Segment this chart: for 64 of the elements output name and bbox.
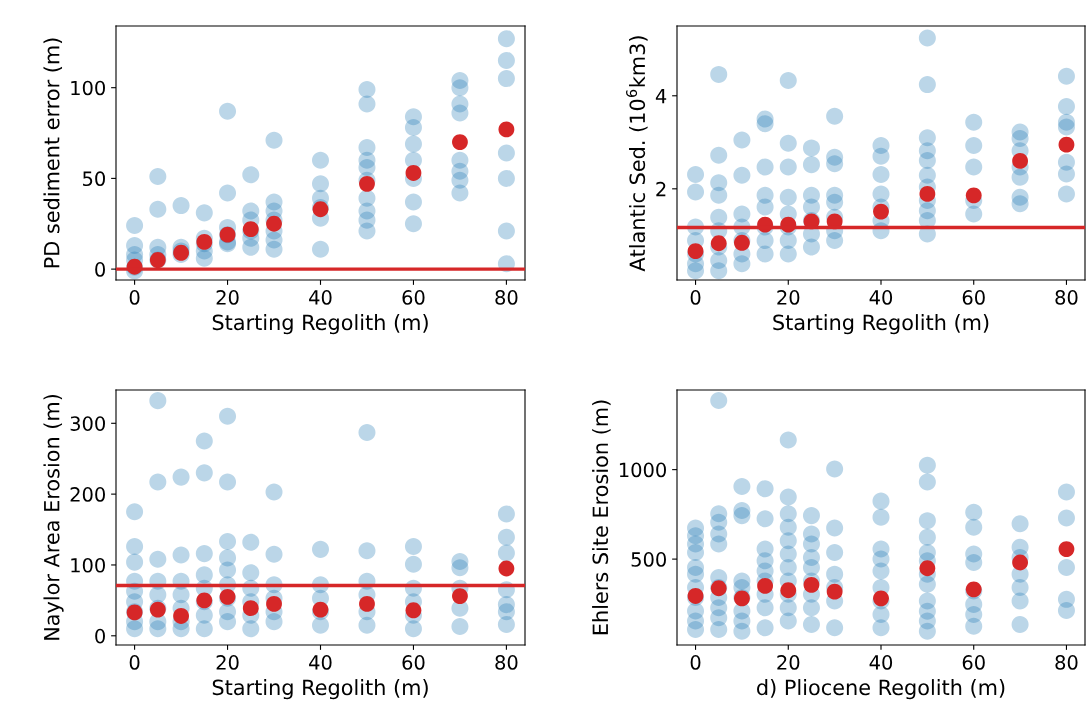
point [405, 602, 422, 619]
y-tick-label: 300 [70, 416, 105, 431]
x-axis-title: Starting Regolith (m) [773, 314, 989, 335]
point [1012, 554, 1029, 571]
point [919, 186, 936, 202]
point [266, 215, 282, 232]
point [965, 187, 982, 204]
point [452, 588, 468, 605]
point [405, 165, 422, 181]
point [757, 578, 774, 594]
y-tick-label: 500 [631, 552, 666, 567]
y-axis-title: Naylor Area Erosion (m) [43, 394, 64, 640]
x-tick-label: 0 [129, 655, 140, 670]
y-tick-label: 4 [655, 88, 667, 104]
y-tick-label: 2 [656, 181, 666, 197]
x-tick-label: 60 [402, 290, 425, 305]
x-tick-label: 60 [962, 290, 985, 305]
point [452, 134, 468, 151]
x-tick-label: 60 [962, 655, 985, 670]
y-tick-label: 0 [95, 628, 105, 644]
point [780, 582, 797, 599]
x-tick-label: 80 [495, 290, 518, 305]
x-tick-label: 80 [495, 655, 518, 670]
y-axis-title: Ehlers Site Erosion (m) [592, 400, 611, 635]
point [242, 600, 259, 617]
x-tick-label: 80 [1055, 290, 1078, 305]
point [498, 121, 515, 138]
x-tick-label: 0 [690, 655, 701, 670]
point [173, 608, 189, 624]
x-tick-label: 20 [777, 655, 800, 670]
x-tick-label: 20 [216, 290, 239, 305]
point [710, 235, 727, 252]
point [873, 203, 889, 220]
y-tick-label: 200 [70, 487, 105, 502]
point [359, 175, 375, 192]
point [498, 560, 515, 577]
x-axis-title: d) Pliocene Regolith (m) [757, 679, 1005, 700]
x-tick-label: 0 [129, 290, 140, 305]
x-tick-label: 20 [216, 655, 239, 670]
x-tick-label: 40 [309, 290, 332, 305]
x-tick-label: 80 [1055, 655, 1078, 670]
point [266, 596, 282, 612]
point [919, 560, 936, 577]
point [1058, 136, 1075, 153]
point [826, 583, 843, 600]
x-tick-label: 40 [869, 655, 893, 670]
point [1012, 152, 1029, 169]
x-axis-title: Starting Regolith (m) [212, 314, 428, 335]
x-tick-label: 20 [777, 290, 800, 305]
point [803, 576, 820, 593]
y-tick-label: 0 [95, 262, 105, 277]
point [1058, 541, 1075, 557]
y-tick-label: 100 [71, 557, 105, 573]
x-axis-title: Starting Regolith (m) [212, 679, 428, 700]
y-axis-title: PD sediment error (m) [43, 38, 63, 268]
y-tick-label: 100 [71, 80, 105, 96]
x-tick-label: 40 [309, 655, 332, 670]
point [359, 596, 375, 612]
y-tick-label: 1000 [619, 462, 666, 478]
y-tick-label: 50 [83, 171, 105, 187]
x-tick-label: 0 [690, 290, 701, 305]
x-tick-label: 40 [869, 290, 893, 305]
x-tick-label: 60 [402, 655, 425, 670]
y-axis-title: Atlantic Sed. (10$^{6}$km3) [626, 36, 648, 272]
